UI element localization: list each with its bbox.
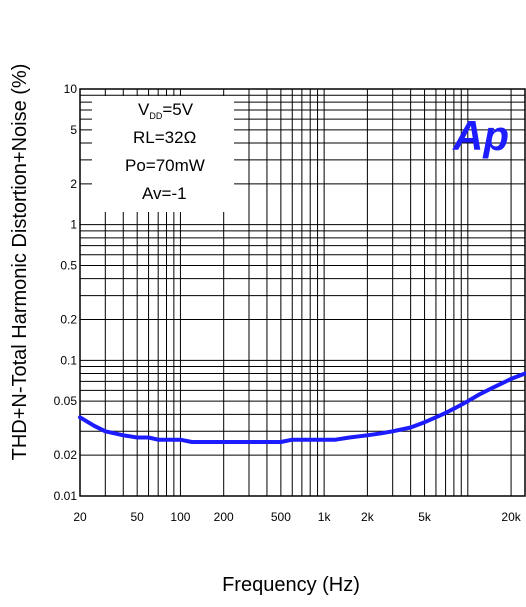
x-tick-label: 500 bbox=[271, 510, 291, 524]
x-tick-label: 200 bbox=[214, 510, 234, 524]
plot-frame bbox=[79, 88, 526, 497]
thd-n-curve bbox=[78, 371, 526, 444]
x-tick-label: 5k bbox=[418, 510, 432, 524]
conditions-box bbox=[92, 96, 234, 212]
y-tick-label: 0.05 bbox=[54, 394, 78, 408]
x-tick-label: 2k bbox=[361, 510, 375, 524]
x-axis-title: Frequency (Hz) bbox=[222, 574, 360, 596]
x-tick-label: 1k bbox=[318, 510, 332, 524]
x-tick-label: 50 bbox=[131, 510, 145, 524]
condition-rl: RL=32Ω bbox=[133, 128, 196, 147]
condition-vdd: VDD=5V bbox=[138, 100, 194, 121]
x-tick-label: 100 bbox=[170, 510, 190, 524]
x-tick-label: 20k bbox=[501, 510, 521, 524]
audio-precision-logo: Ap bbox=[452, 112, 509, 159]
condition-vdd-subscript: DD bbox=[149, 111, 162, 121]
y-tick-label: 0.1 bbox=[60, 353, 77, 367]
y-axis-title: THD+N-Total Harmonic Distortion+Noise (%… bbox=[9, 64, 31, 461]
condition-vdd-value: =5V bbox=[162, 100, 193, 119]
y-tick-label: 0.2 bbox=[60, 312, 77, 326]
y-tick-label: 0.01 bbox=[54, 489, 78, 503]
condition-av: Av=-1 bbox=[142, 184, 187, 203]
y-tick-label: 0.02 bbox=[54, 448, 78, 462]
x-tick-label: 20 bbox=[73, 510, 87, 524]
y-tick-label: 0.5 bbox=[60, 259, 77, 273]
y-tick-labels: 0.01 0.02 0.05 0.1 0.2 0.5 1 2 5 10 bbox=[54, 82, 78, 503]
x-tick-labels: 20 50 100 200 500 1k 2k 5k 20k bbox=[73, 510, 521, 524]
y-tick-label: 1 bbox=[70, 218, 77, 232]
y-tick-label: 5 bbox=[70, 123, 77, 137]
y-tick-label: 10 bbox=[64, 82, 78, 96]
condition-vdd-symbol: V bbox=[138, 100, 150, 119]
condition-po: Po=70mW bbox=[125, 156, 205, 175]
y-tick-label: 2 bbox=[70, 177, 77, 191]
